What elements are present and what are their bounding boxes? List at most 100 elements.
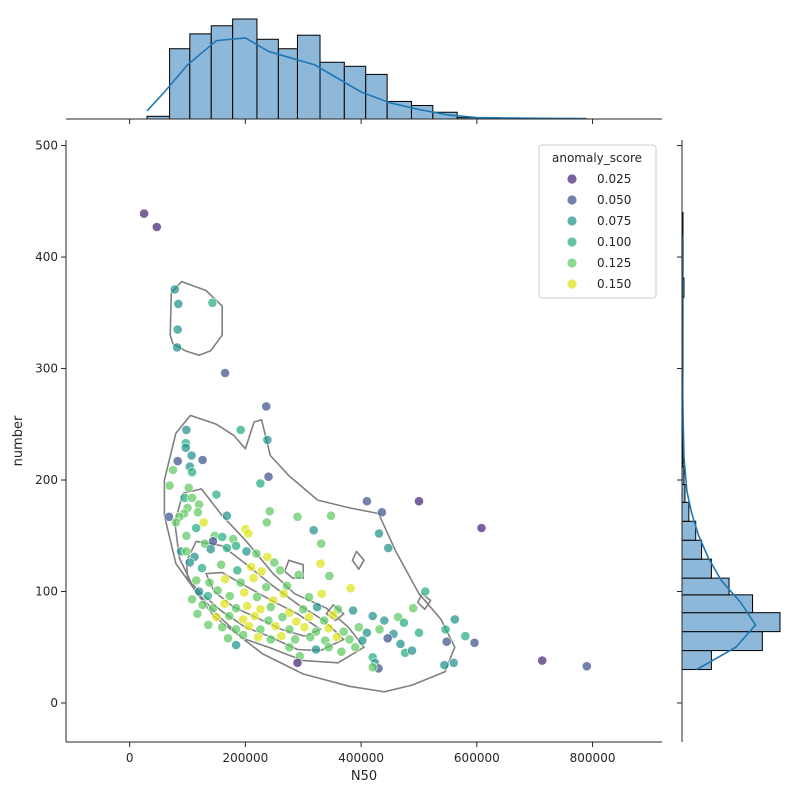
scatter-point [261,401,272,412]
scatter-point [187,467,197,478]
scatter-point [212,585,223,596]
scatter-point [284,642,295,653]
y-ticks: 0 100 200 300 400 500 [35,139,682,710]
y-tick-label: 100 [35,585,58,599]
top-hist-bar [169,48,191,120]
top-kde-line [146,37,587,120]
scatter-point [255,604,266,615]
scatter-point [183,482,194,493]
kde-contour-8 [351,550,365,570]
scatter-points [139,208,592,674]
scatter-point [168,465,178,475]
scatter-point [305,632,316,643]
scatter-point [264,506,275,517]
scatter-point [223,633,233,644]
scatter-point [172,342,182,353]
scatter-point [440,624,451,635]
right-hist-bar [681,631,763,652]
scatter-point [197,600,208,610]
right-hist-bar [681,539,703,560]
scatter-point [224,591,235,601]
scatter-point [255,478,266,489]
y-tick-label: 500 [35,139,58,153]
scatter-point [203,620,214,630]
scatter-point [331,632,342,643]
scatter-point [261,517,272,528]
legend-marker [567,258,577,268]
scatter-point [217,532,228,542]
right-hist-bar [681,558,712,579]
scatter-point [408,603,419,614]
scatter-point [414,627,424,638]
scatter-point [304,612,314,622]
scatter-point [220,368,230,378]
y-tick-label: 300 [35,362,58,376]
scatter-point [221,543,232,553]
scatter-point [235,424,246,435]
scatter-point [207,297,218,308]
kde-contour-6 [417,592,432,611]
scatter-point [172,456,183,466]
scatter-point [537,655,548,666]
scatter-point [164,511,174,522]
scatter-point [151,222,162,232]
top-marginal-histogram [146,18,587,120]
scatter-point [476,523,487,533]
scatter-point [292,511,303,522]
scatter-point [192,608,203,619]
scatter-point [219,598,230,609]
legend-label: 0.150 [597,277,631,291]
scatter-point [382,633,393,644]
x-tick-label: 0 [126,751,134,765]
legend-marker [567,195,577,205]
y-tick-label: 400 [35,250,58,264]
scatter-point [284,624,295,635]
scatter-point [139,208,149,219]
scatter-point [231,540,241,551]
scatter-point [211,612,222,622]
top-hist-bar [319,61,345,120]
legend-frame [538,144,657,299]
scatter-point [383,543,394,553]
top-hist-bar [365,73,388,120]
right-hist-bar [681,520,697,541]
x-tick-label: 800000 [570,751,616,765]
legend-label: 0.125 [597,256,631,270]
scatter-point [249,611,260,621]
scatter-point [205,544,216,554]
scatter-point [164,480,175,491]
scatter-point [338,626,349,637]
scatter-point [350,642,361,653]
scatter-point [276,631,287,641]
scatter-point [251,548,262,559]
scatter-point [181,530,192,541]
scatter-point [224,611,235,621]
scatter-point [367,611,378,621]
scatter-point [253,632,263,643]
scatter-point [304,592,314,602]
scatter-point [239,587,250,598]
scatter-point [184,557,195,568]
scatter-point [374,624,385,635]
scatter-point [275,565,285,576]
right-hist-bar [681,650,712,671]
scatter-point [323,642,334,653]
scatter-point [263,615,274,626]
scatter-point [277,612,288,622]
scatter-point [197,455,208,465]
scatter-point [311,644,321,655]
scatter-point [256,566,267,577]
scatter-point [290,634,300,645]
scatter-point [439,660,450,670]
scatter-point [173,298,184,309]
scatter-point [180,442,191,453]
scatter-point [194,586,204,597]
kde-contour-0 [163,414,456,693]
scatter-point [308,525,319,536]
scatter-point [217,622,228,633]
scatter-point [469,637,480,648]
scatter-point [374,528,384,539]
scatter-point [316,588,327,599]
scatter-point [186,450,197,461]
